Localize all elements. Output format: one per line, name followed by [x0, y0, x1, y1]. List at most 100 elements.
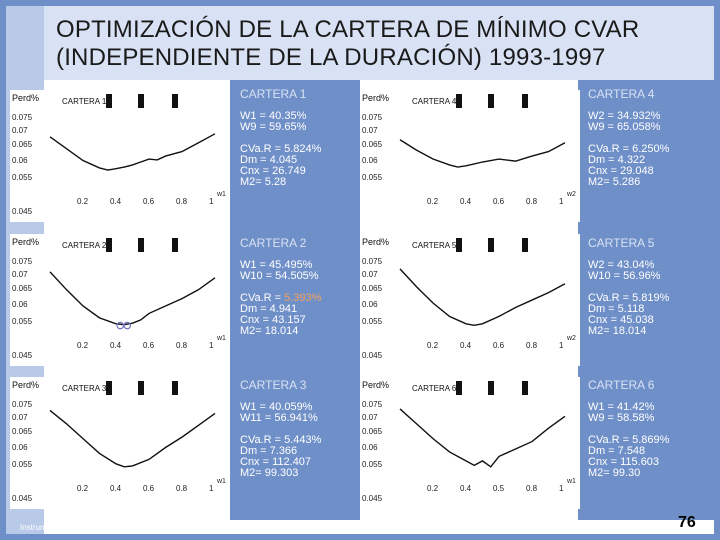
stat-line: M2= 5.286	[588, 176, 641, 188]
page-number: 76	[678, 514, 696, 531]
stat-line: M2= 5.28	[240, 176, 287, 188]
series-line	[49, 409, 216, 468]
stat-line: Dm = 7.548	[588, 445, 646, 457]
legend-mark	[456, 238, 462, 252]
y-tick-label: 0.055	[12, 317, 33, 326]
y-axis-label: Perd%	[12, 237, 39, 247]
panel-heading: CARTERA 1	[240, 87, 307, 101]
cvar-value: 6.250%	[632, 143, 670, 155]
legend-mark	[138, 238, 144, 252]
info-panel-2: CARTERA 2 W1 = 45.495% W10 = 54.505% CVa…	[240, 237, 358, 337]
x-tick-label: 0.6	[143, 197, 155, 206]
cvar-line: CVa.R = 5.869%	[588, 435, 706, 446]
panel-heading: CARTERA 4	[588, 87, 655, 101]
min-cvar-marker	[116, 321, 125, 330]
y-tick-label: 0.07	[12, 270, 28, 279]
panel-heading: CARTERA 6	[588, 378, 655, 392]
cvar-label: CVa.R =	[240, 143, 285, 155]
legend-mark	[172, 381, 178, 395]
info-panel-1: CARTERA 1 W1 = 40.35% W9 = 59.65% CVa.R …	[240, 87, 358, 188]
info-panel-3: CARTERA 3 W1 = 40.059% W11 = 56.941% CVa…	[240, 378, 358, 479]
legend-mark	[522, 238, 528, 252]
x-tick-label: 0.2	[77, 484, 89, 493]
y-tick-label: 0.055	[12, 173, 33, 182]
info-panel-5: CARTERA 5 W2 = 43.04% W10 = 56.96% CVa.R…	[588, 237, 706, 337]
y-axis-label: Perd%	[362, 237, 389, 247]
x-tick-label: 1	[559, 484, 564, 493]
legend-mark	[488, 381, 494, 395]
y-axis-label: Perd%	[362, 380, 389, 390]
y-tick-label: 0.065	[362, 140, 383, 149]
title-band	[6, 6, 714, 80]
y-tick-label: 0.045	[362, 494, 383, 503]
y-tick-label: 0.075	[12, 400, 33, 409]
y-tick-label: 0.055	[362, 173, 383, 182]
y-tick-label: 0.06	[362, 443, 378, 452]
y-tick-label: 0.055	[362, 317, 383, 326]
y-tick-label: 0.06	[362, 156, 378, 165]
weight-line: W2 = 34.932%	[588, 110, 661, 122]
legend-mark	[456, 94, 462, 108]
stat-line: Dm = 4.941	[240, 303, 298, 315]
cvar-value: 5.824%	[284, 143, 322, 155]
cvar-line: CVa.R = 5.443%	[240, 435, 358, 446]
weight-line: W9 = 59.65%	[240, 121, 307, 133]
x-tick-label: 1	[209, 341, 214, 350]
x-tick-label: 0.8	[176, 197, 188, 206]
y-tick-label: 0.065	[12, 284, 33, 293]
x-tick-label: 0.2	[427, 341, 439, 350]
min-cvar-marker	[123, 321, 132, 330]
x-tick-label: 0.4	[460, 197, 472, 206]
x-tick-label: 1	[209, 197, 214, 206]
y-tick-label: 0.075	[12, 257, 33, 266]
x-tick-label: 0.8	[176, 341, 188, 350]
x-tick-label: 0.6	[493, 341, 505, 350]
y-tick-label: 0.075	[12, 113, 33, 122]
y-tick-label: 0.055	[12, 460, 33, 469]
stat-line: Cnx = 45.038	[588, 314, 654, 326]
legend-mark	[522, 381, 528, 395]
y-tick-label: 0.06	[362, 300, 378, 309]
x-axis-label: w1	[216, 478, 226, 485]
x-tick-label: 0.2	[77, 197, 89, 206]
y-tick-label: 0.045	[12, 351, 33, 360]
x-tick-label: 0.4	[110, 341, 122, 350]
weight-line: W1 = 45.495%	[240, 259, 313, 271]
legend-mark	[172, 238, 178, 252]
cvar-value: 5.819%	[632, 292, 670, 304]
series-line	[49, 271, 216, 326]
y-axis-label: Perd%	[362, 93, 389, 103]
x-tick-label: 0.2	[427, 197, 439, 206]
x-tick-label: 0.8	[526, 484, 538, 493]
cvar-label: CVa.R =	[588, 143, 633, 155]
y-tick-label: 0.075	[362, 400, 383, 409]
stat-line: Cnx = 112.407	[240, 456, 312, 468]
series-line	[399, 408, 566, 468]
cvar-label: CVa.R =	[240, 434, 285, 446]
x-tick-label: 0.8	[526, 197, 538, 206]
y-tick-label: 0.06	[12, 443, 28, 452]
series-line	[49, 133, 216, 171]
x-tick-label: 0.6	[143, 484, 155, 493]
stat-line: Dm = 4.045	[240, 154, 298, 166]
cvar-label: CVa.R =	[588, 292, 633, 304]
chart-cartera-2: Perd% CARTERA 2 0.075 0.07 0.065 0.06 0.055 0.0…	[10, 234, 230, 366]
y-tick-label: 0.065	[12, 427, 33, 436]
legend-mark	[522, 94, 528, 108]
legend-mark	[488, 94, 494, 108]
x-axis-label: w1	[566, 478, 576, 485]
chart-title: CARTERA 6	[412, 384, 457, 393]
legend-mark	[106, 381, 112, 395]
weight-line: W1 = 40.059%	[240, 401, 313, 413]
chart-title: CARTERA 5	[412, 241, 457, 250]
panel-heading: CARTERA 3	[240, 378, 307, 392]
y-tick-label: 0.07	[362, 413, 378, 422]
x-tick-label: 0.5	[493, 484, 505, 493]
title-line-1: OPTIMIZACIÓN DE LA CARTERA DE MÍNIMO CVA…	[56, 16, 640, 43]
cvar-line: CVa.R = 6.250%	[588, 144, 706, 155]
legend-mark	[106, 238, 112, 252]
y-tick-label: 0.045	[362, 351, 383, 360]
legend-mark	[456, 381, 462, 395]
info-column-right	[578, 80, 714, 520]
chart-cartera-4: Perd% CARTERA 4 0.075 0.07 0.065 0.06 0.055 0.2…	[360, 90, 580, 222]
